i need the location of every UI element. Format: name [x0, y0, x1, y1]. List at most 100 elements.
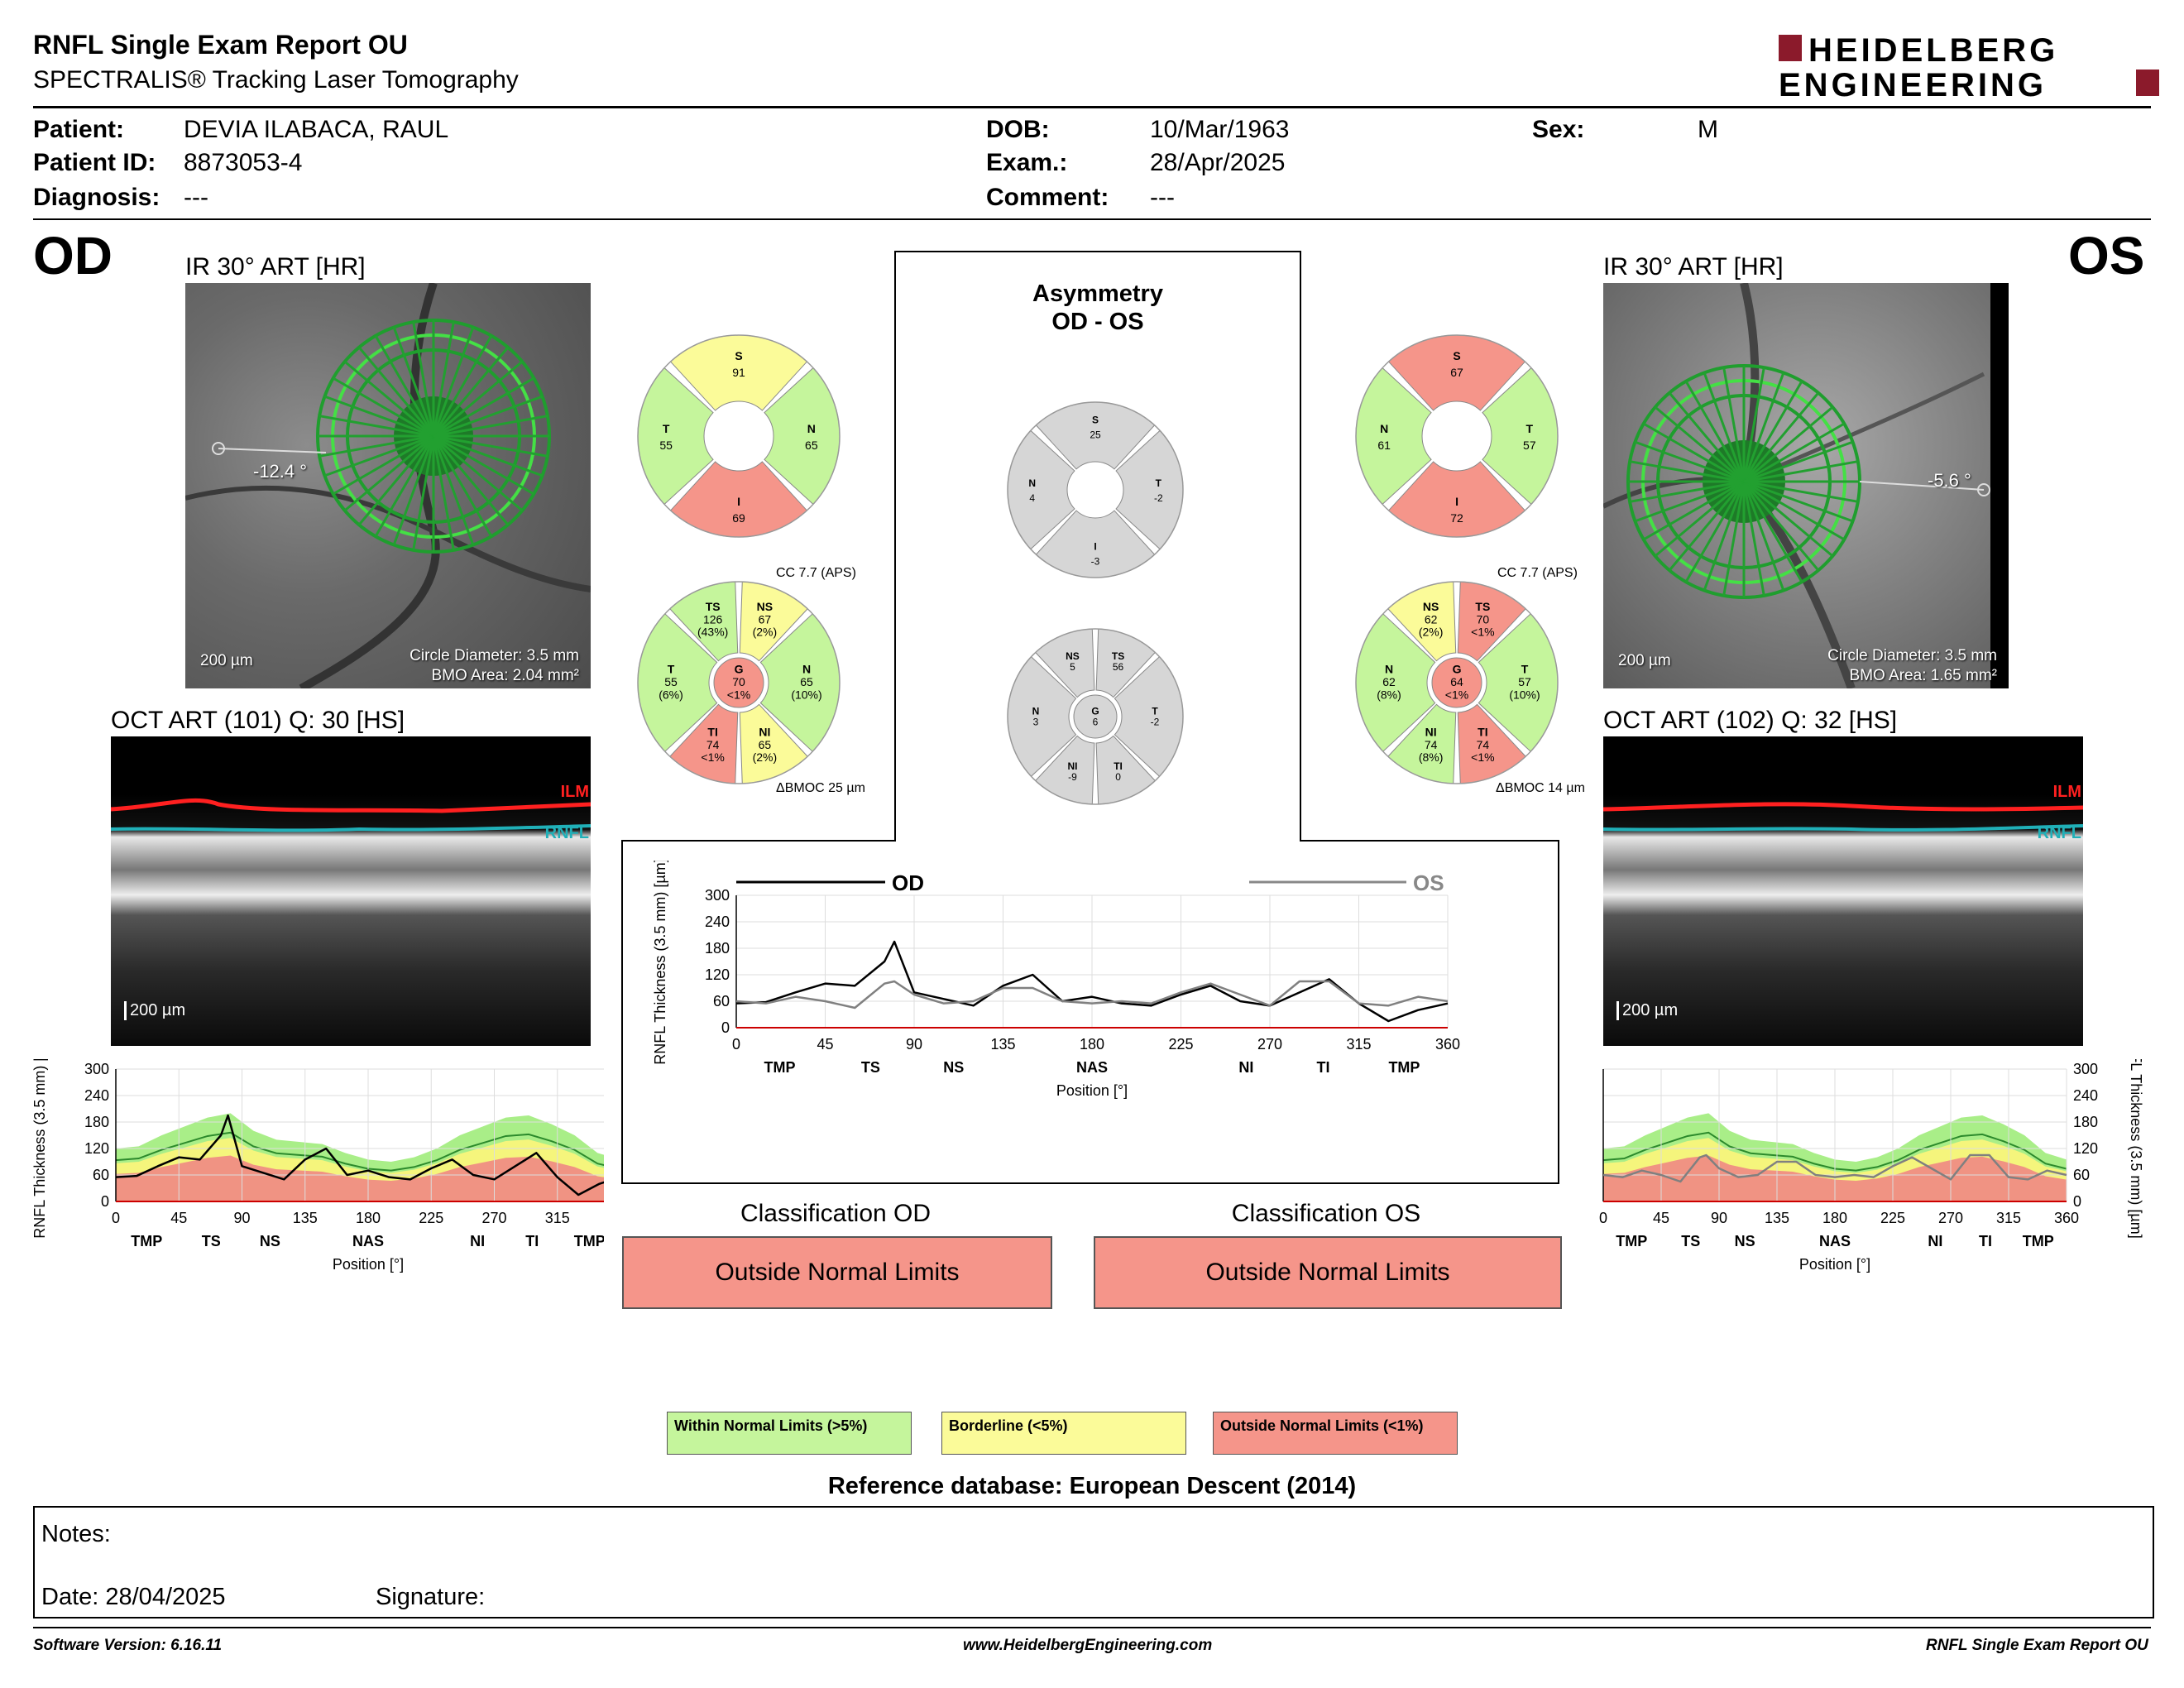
osChart-region-label: NAS — [1819, 1233, 1851, 1249]
mainChart-xlabel: Position [°] — [1056, 1082, 1128, 1099]
mainChart-region-label: TMP — [764, 1059, 796, 1076]
os-detail-ti-text-0: TI — [1478, 725, 1487, 738]
odChart-ytick: 120 — [84, 1140, 109, 1157]
os-ilm-label: ILM — [2052, 783, 2081, 801]
od-cc-label: CC 7.7 (APS) — [776, 566, 856, 580]
odChart-region-label: TI — [525, 1233, 539, 1249]
mainChart-ytick: 240 — [705, 914, 730, 930]
os-detail-g-text-0: G — [1453, 663, 1462, 676]
osChart-xtick: 45 — [1653, 1210, 1669, 1226]
asym-quad-value-s: 25 — [1090, 429, 1101, 441]
osChart-ytick: 240 — [2073, 1087, 2098, 1104]
logo-line2: ENGINEERING — [1779, 67, 2047, 99]
asym-detail-ti-text-0: TI — [1114, 760, 1123, 772]
odChart-series-od — [115, 1114, 604, 1196]
odChart-xtick: 225 — [419, 1210, 443, 1226]
footer-report-name: RNFL Single Exam Report OU — [1926, 1637, 2148, 1654]
notes-label: Notes: — [41, 1521, 111, 1547]
patient-name: DEVIA ILABACA, RAUL — [184, 116, 449, 143]
odChart-ytick: 60 — [93, 1167, 109, 1183]
os-detail-ni-text-2: (8%) — [1419, 750, 1444, 764]
osChart-region-label: NI — [1928, 1233, 1942, 1249]
od-quad-label-i: I — [737, 495, 740, 508]
osChart-series-os — [1602, 1153, 2067, 1183]
osChart-region-label: TMP — [1616, 1233, 1647, 1249]
asym-quad-label-t: T — [1156, 477, 1162, 489]
od-ir-title: IR 30° ART [HR] — [185, 253, 366, 281]
od-detail-n-text-1: 65 — [800, 675, 813, 688]
od-oct-title: OCT ART (101) Q: 30 [HS] — [111, 707, 405, 734]
od-detail-ni-text-1: 65 — [759, 738, 772, 751]
osChart-ytick: 0 — [2073, 1193, 2081, 1210]
od-detail-t-text-2: (6%) — [659, 688, 683, 701]
os-angle: -5.6 ° — [1928, 470, 1971, 491]
od-rnfl-label: RNFL — [544, 824, 589, 842]
mainChart-series-os — [735, 980, 1449, 1009]
od-quad-value-n: 65 — [805, 439, 818, 452]
os-fundus-image: -5.6 ° 200 µm Circle Diameter: 3.5 mm BM… — [1603, 283, 2009, 688]
os-scan-circle — [1603, 283, 1990, 688]
od-fundus-image: -12.4 ° 200 µm Circle Diameter: 3.5 mm B… — [185, 283, 591, 688]
mainChart-xtick: 270 — [1257, 1036, 1282, 1053]
osChart-xtick: 135 — [1765, 1210, 1789, 1226]
os-quad-value-i: 72 — [1450, 511, 1463, 525]
od-detail-ni-text-2: (2%) — [753, 750, 778, 764]
asym-quad-label-n: N — [1028, 477, 1036, 489]
od-detail-n-text-2: (10%) — [791, 688, 821, 701]
od-quad-label-t: T — [663, 422, 670, 435]
os-detail-ni-text-0: NI — [1425, 725, 1437, 738]
legend-borderline: Borderline (<5%) — [941, 1412, 1186, 1455]
osChart-xtick: 225 — [1880, 1210, 1905, 1226]
os-detail-ts-text-0: TS — [1475, 600, 1490, 613]
od-bmo-area: BMO Area: 2.04 mm² — [431, 667, 579, 684]
os-quad-label-t: T — [1526, 422, 1534, 435]
odChart-region-label: TMP — [574, 1233, 604, 1249]
odChart-region-label: TS — [202, 1233, 221, 1249]
os-detail-ns-text-2: (2%) — [1419, 626, 1444, 639]
os-detail-sector-g — [1431, 657, 1482, 708]
os-quad-label-s: S — [1453, 349, 1460, 362]
os-scale: 200 µm — [1618, 652, 1671, 669]
os-detail-ns-text-1: 62 — [1425, 612, 1438, 626]
patient-label: Patient: — [33, 116, 125, 143]
mainChart-region-label: TI — [1317, 1059, 1330, 1076]
os-label: OS — [2068, 226, 2145, 285]
os-detail-t-text-1: 57 — [1518, 675, 1531, 688]
od-scan-circle — [185, 283, 591, 688]
od-quad-label-n: N — [807, 422, 816, 435]
asym-quad-label-i: I — [1094, 540, 1096, 552]
asymmetry-title-line2: OD - OS — [1051, 309, 1144, 335]
odChart-ylabel: RNFL Thickness (3.5 mm) [µm] — [33, 1059, 48, 1239]
od-detail-t-text-0: T — [668, 663, 675, 676]
asym-detail-n-text-0: N — [1032, 705, 1040, 717]
legend-outside-normal: Outside Normal Limits (<1%) — [1213, 1412, 1458, 1455]
od-detail-ns-text-0: NS — [757, 600, 773, 613]
classification-os-value: Outside Normal Limits — [1094, 1236, 1562, 1309]
mainChart-xtick: 135 — [990, 1036, 1015, 1053]
osChart-xtick: 360 — [2054, 1210, 2079, 1226]
mainChart-xtick: 0 — [732, 1036, 740, 1053]
odChart-region-label: NS — [260, 1233, 280, 1249]
asym-detail-ti-text-1: 0 — [1115, 771, 1121, 783]
legend-within-normal: Within Normal Limits (>5%) — [667, 1412, 912, 1455]
legend-od: OD — [892, 870, 924, 895]
asym-detail-ni-text-1: -9 — [1068, 771, 1077, 783]
logo-line1: HEIDELBERG — [1808, 32, 2058, 69]
odChart-ytick: 180 — [84, 1114, 109, 1130]
os-bmo-area: BMO Area: 1.65 mm² — [1849, 667, 1997, 684]
report-subtitle: SPECTRALIS® Tracking Laser Tomography — [33, 66, 519, 94]
diagnosis-label: Diagnosis: — [33, 184, 160, 211]
os-rnfl-label: RNFL — [2037, 824, 2081, 842]
od-detail-ns-text-2: (2%) — [753, 626, 778, 639]
website-link[interactable]: www.HeidelbergEngineering.com — [963, 1637, 1213, 1654]
os-detail-n-text-1: 62 — [1382, 675, 1396, 688]
mainChart-region-label: NS — [943, 1059, 964, 1076]
os-quad-label-n: N — [1380, 422, 1388, 435]
odChart-xtick: 0 — [112, 1210, 120, 1226]
os-sector-chart: NS62(2%)TS70<1%T57(10%)TI74<1%NI74(8%)N6… — [1355, 581, 1559, 784]
mainChart-ytick: 60 — [713, 993, 730, 1009]
mainChart-ytick: 0 — [721, 1019, 730, 1036]
classification-od-value: Outside Normal Limits — [622, 1236, 1052, 1309]
od-detail-ts-text-0: TS — [706, 600, 721, 613]
od-quad-value-s: 91 — [732, 366, 745, 379]
